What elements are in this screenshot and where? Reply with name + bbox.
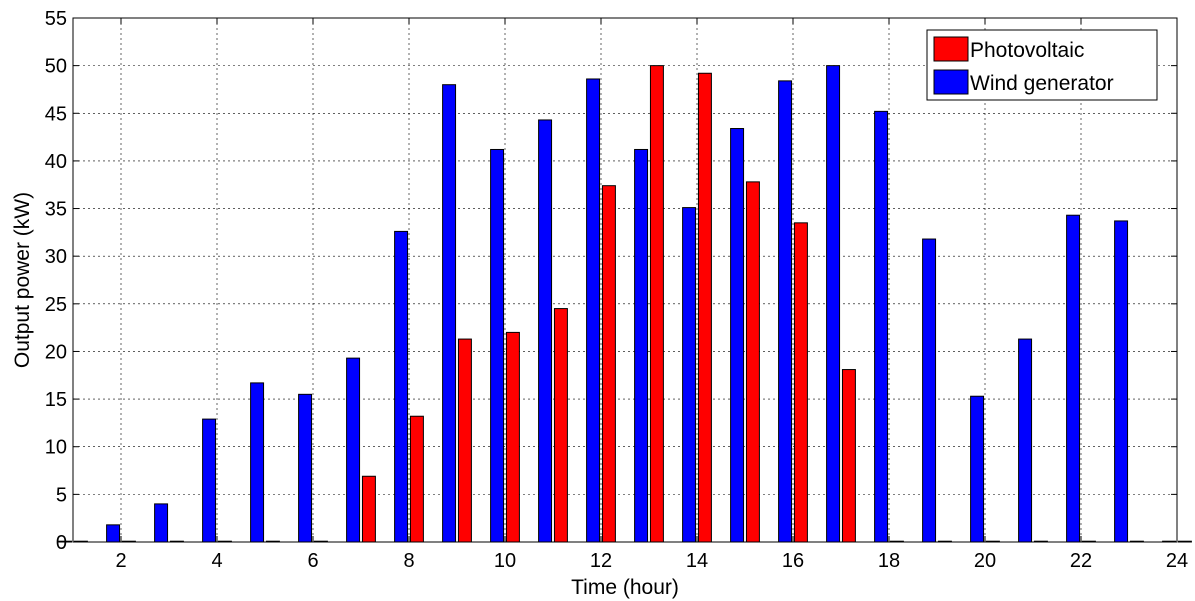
bar-photovoltaic-7 [361, 475, 376, 543]
bar-photovoltaic-17 [841, 369, 856, 543]
bar-wind-generator-7 [346, 357, 361, 543]
bar-photovoltaic-11 [553, 308, 568, 543]
y-tick-label: 30 [45, 246, 67, 268]
bar-photovoltaic-14 [697, 72, 712, 543]
bar-wind-generator-8 [394, 230, 409, 543]
bar-wind-generator-5 [250, 382, 265, 543]
x-tick-label: 4 [211, 550, 222, 572]
legend-label-wind-generator: Wind generator [970, 72, 1114, 95]
x-tick-label: 2 [115, 550, 126, 572]
bar-photovoltaic-9 [457, 338, 472, 543]
bar-wind-generator-15 [730, 128, 745, 543]
bar-photovoltaic-24 [1177, 540, 1192, 543]
bar-wind-generator-19 [922, 238, 937, 543]
x-tick-label: 18 [878, 550, 900, 572]
bar-wind-generator-22 [1066, 214, 1081, 543]
legend: Photovoltaic Wind generator [926, 29, 1158, 101]
bar-wind-generator-9 [442, 84, 457, 543]
bar-photovoltaic-16 [793, 222, 808, 543]
grid-lines [73, 18, 1177, 542]
bar-photovoltaic-8 [409, 415, 424, 543]
x-tick-label: 20 [974, 550, 996, 572]
y-tick-label: 55 [45, 8, 67, 30]
bar-wind-generator-1 [58, 540, 73, 543]
bar-wind-generator-10 [490, 148, 505, 543]
axis-ticks [73, 17, 1178, 543]
bar-wind-generator-20 [970, 395, 985, 543]
y-tick-label: 40 [45, 151, 67, 173]
y-tick-label: 45 [45, 103, 67, 125]
y-tick-label: 25 [45, 294, 67, 316]
y-tick-label: 20 [45, 341, 67, 363]
bar-wind-generator-12 [586, 78, 601, 543]
bar-wind-generator-17 [826, 65, 841, 543]
bar-wind-generator-14 [682, 207, 697, 543]
legend-swatch-photovoltaic [933, 36, 969, 62]
bar-wind-generator-16 [778, 80, 793, 543]
plot-frame [72, 17, 1178, 543]
y-tick-label: 15 [45, 389, 67, 411]
x-tick-label: 8 [403, 550, 414, 572]
x-tick-label: 24 [1166, 550, 1188, 572]
x-tick-label: 14 [686, 550, 708, 572]
bar-wind-generator-13 [634, 148, 649, 543]
x-tick-label: 22 [1070, 550, 1092, 572]
legend-label-photovoltaic: Photovoltaic [970, 39, 1084, 62]
y-tick-label: 35 [45, 199, 67, 221]
bar-wind-generator-3 [154, 503, 169, 543]
x-tick-label: 12 [590, 550, 612, 572]
bar-wind-generator-6 [298, 393, 313, 543]
bar-wind-generator-11 [538, 119, 553, 543]
x-axis-title: Time (hour) [571, 576, 679, 599]
legend-swatch-wind-generator [933, 69, 969, 95]
y-tick-label: 10 [45, 437, 67, 459]
bar-wind-generator-18 [874, 110, 889, 543]
y-axis-title: Output power (kW) [11, 192, 34, 368]
bar-wind-generator-23 [1114, 220, 1129, 543]
x-tick-label: 16 [782, 550, 804, 572]
bar-photovoltaic-15 [745, 181, 760, 543]
bar-photovoltaic-10 [505, 331, 520, 543]
y-tick-label: 5 [56, 484, 67, 506]
bar-photovoltaic-13 [649, 65, 664, 543]
bar-wind-generator-2 [106, 524, 121, 543]
bar-wind-generator-4 [202, 418, 217, 543]
y-tick-labels: 0 5 10 15 20 25 30 35 40 45 50 55 [45, 8, 67, 554]
x-tick-label: 6 [307, 550, 318, 572]
bar-wind-generator-21 [1018, 338, 1033, 543]
x-tick-labels: 2 4 6 8 10 12 14 16 18 20 22 24 [115, 550, 1188, 572]
y-tick-label: 0 [56, 532, 67, 554]
bar-photovoltaic-12 [601, 185, 616, 543]
y-tick-label: 50 [45, 56, 67, 78]
x-tick-label: 10 [494, 550, 516, 572]
